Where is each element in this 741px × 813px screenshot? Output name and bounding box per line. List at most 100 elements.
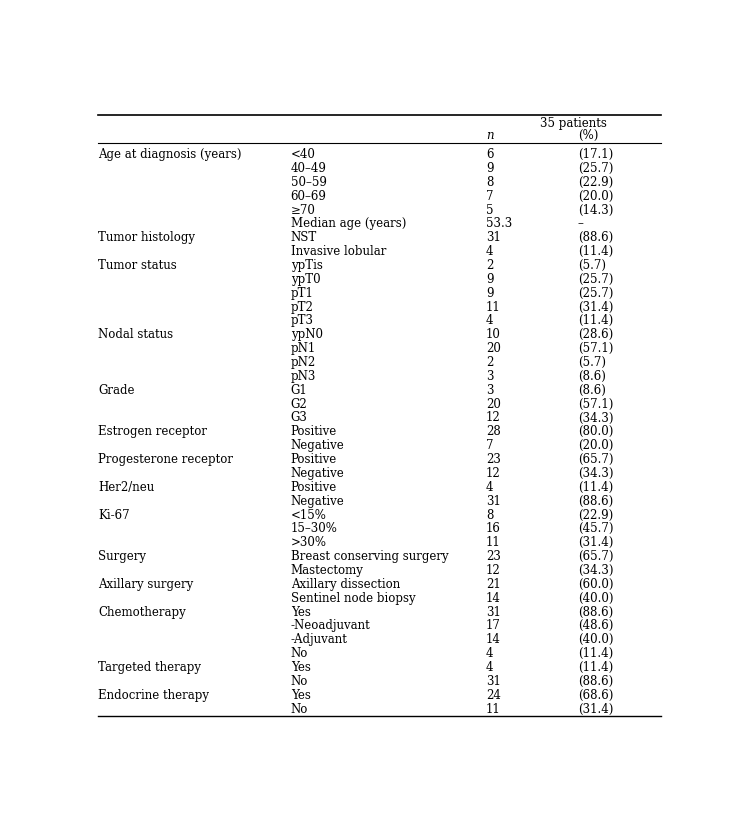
Text: 53.3: 53.3 <box>486 217 512 230</box>
Text: (88.6): (88.6) <box>578 494 613 507</box>
Text: (57.1): (57.1) <box>578 342 614 355</box>
Text: Yes: Yes <box>290 661 310 674</box>
Text: Negative: Negative <box>290 494 345 507</box>
Text: 60–69: 60–69 <box>290 189 327 202</box>
Text: (40.0): (40.0) <box>578 633 614 646</box>
Text: (14.3): (14.3) <box>578 203 614 216</box>
Text: 3: 3 <box>486 370 494 383</box>
Text: 20: 20 <box>486 342 501 355</box>
Text: 12: 12 <box>486 467 501 480</box>
Text: 11: 11 <box>486 537 501 550</box>
Text: (5.7): (5.7) <box>578 259 606 272</box>
Text: (88.6): (88.6) <box>578 675 613 688</box>
Text: (20.0): (20.0) <box>578 439 614 452</box>
Text: (31.4): (31.4) <box>578 301 614 314</box>
Text: Endocrine therapy: Endocrine therapy <box>99 689 210 702</box>
Text: Median age (years): Median age (years) <box>290 217 406 230</box>
Text: (11.4): (11.4) <box>578 315 613 328</box>
Text: 2: 2 <box>486 356 494 369</box>
Text: (22.9): (22.9) <box>578 509 613 521</box>
Text: Ki-67: Ki-67 <box>99 509 130 521</box>
Text: Progesterone receptor: Progesterone receptor <box>99 453 233 466</box>
Text: Positive: Positive <box>290 425 337 438</box>
Text: 24: 24 <box>486 689 501 702</box>
Text: Tumor histology: Tumor histology <box>99 231 196 244</box>
Text: ypTis: ypTis <box>290 259 322 272</box>
Text: 6: 6 <box>486 148 494 161</box>
Text: -Adjuvant: -Adjuvant <box>290 633 348 646</box>
Text: ypT0: ypT0 <box>290 273 320 286</box>
Text: (31.4): (31.4) <box>578 537 614 550</box>
Text: pN1: pN1 <box>290 342 316 355</box>
Text: 28: 28 <box>486 425 501 438</box>
Text: (31.4): (31.4) <box>578 702 614 715</box>
Text: (48.6): (48.6) <box>578 620 614 633</box>
Text: 7: 7 <box>486 439 494 452</box>
Text: (25.7): (25.7) <box>578 287 614 300</box>
Text: 11: 11 <box>486 301 501 314</box>
Text: n: n <box>486 128 494 141</box>
Text: 10: 10 <box>486 328 501 341</box>
Text: 21: 21 <box>486 578 501 591</box>
Text: Positive: Positive <box>290 480 337 493</box>
Text: 4: 4 <box>486 315 494 328</box>
Text: (11.4): (11.4) <box>578 661 613 674</box>
Text: (25.7): (25.7) <box>578 162 614 175</box>
Text: G1: G1 <box>290 384 308 397</box>
Text: (8.6): (8.6) <box>578 384 605 397</box>
Text: Positive: Positive <box>290 453 337 466</box>
Text: Mastectomy: Mastectomy <box>290 564 364 577</box>
Text: 31: 31 <box>486 231 501 244</box>
Text: 2: 2 <box>486 259 494 272</box>
Text: Chemotherapy: Chemotherapy <box>99 606 186 619</box>
Text: Invasive lobular: Invasive lobular <box>290 246 386 258</box>
Text: Grade: Grade <box>99 384 135 397</box>
Text: 4: 4 <box>486 246 494 258</box>
Text: 50–59: 50–59 <box>290 176 327 189</box>
Text: (57.1): (57.1) <box>578 398 614 411</box>
Text: 31: 31 <box>486 606 501 619</box>
Text: 31: 31 <box>486 494 501 507</box>
Text: (11.4): (11.4) <box>578 480 613 493</box>
Text: (45.7): (45.7) <box>578 523 614 536</box>
Text: <40: <40 <box>290 148 316 161</box>
Text: No: No <box>290 647 308 660</box>
Text: 7: 7 <box>486 189 494 202</box>
Text: pN3: pN3 <box>290 370 316 383</box>
Text: Tumor status: Tumor status <box>99 259 177 272</box>
Text: Nodal status: Nodal status <box>99 328 173 341</box>
Text: G2: G2 <box>290 398 308 411</box>
Text: Targeted therapy: Targeted therapy <box>99 661 202 674</box>
Text: Surgery: Surgery <box>99 550 147 563</box>
Text: NST: NST <box>290 231 317 244</box>
Text: (25.7): (25.7) <box>578 273 614 286</box>
Text: No: No <box>290 702 308 715</box>
Text: 14: 14 <box>486 592 501 605</box>
Text: (65.7): (65.7) <box>578 453 614 466</box>
Text: Yes: Yes <box>290 606 310 619</box>
Text: No: No <box>290 675 308 688</box>
Text: (40.0): (40.0) <box>578 592 614 605</box>
Text: 17: 17 <box>486 620 501 633</box>
Text: (60.0): (60.0) <box>578 578 614 591</box>
Text: Estrogen receptor: Estrogen receptor <box>99 425 207 438</box>
Text: 23: 23 <box>486 550 501 563</box>
Text: ≥70: ≥70 <box>290 203 316 216</box>
Text: <15%: <15% <box>290 509 327 521</box>
Text: (%): (%) <box>578 128 598 141</box>
Text: (5.7): (5.7) <box>578 356 606 369</box>
Text: (11.4): (11.4) <box>578 246 613 258</box>
Text: (17.1): (17.1) <box>578 148 613 161</box>
Text: 8: 8 <box>486 509 494 521</box>
Text: 12: 12 <box>486 411 501 424</box>
Text: Age at diagnosis (years): Age at diagnosis (years) <box>99 148 242 161</box>
Text: 12: 12 <box>486 564 501 577</box>
Text: G3: G3 <box>290 411 308 424</box>
Text: (28.6): (28.6) <box>578 328 613 341</box>
Text: 9: 9 <box>486 162 494 175</box>
Text: -Neoadjuvant: -Neoadjuvant <box>290 620 370 633</box>
Text: 3: 3 <box>486 384 494 397</box>
Text: Negative: Negative <box>290 439 345 452</box>
Text: 20: 20 <box>486 398 501 411</box>
Text: (34.3): (34.3) <box>578 467 614 480</box>
